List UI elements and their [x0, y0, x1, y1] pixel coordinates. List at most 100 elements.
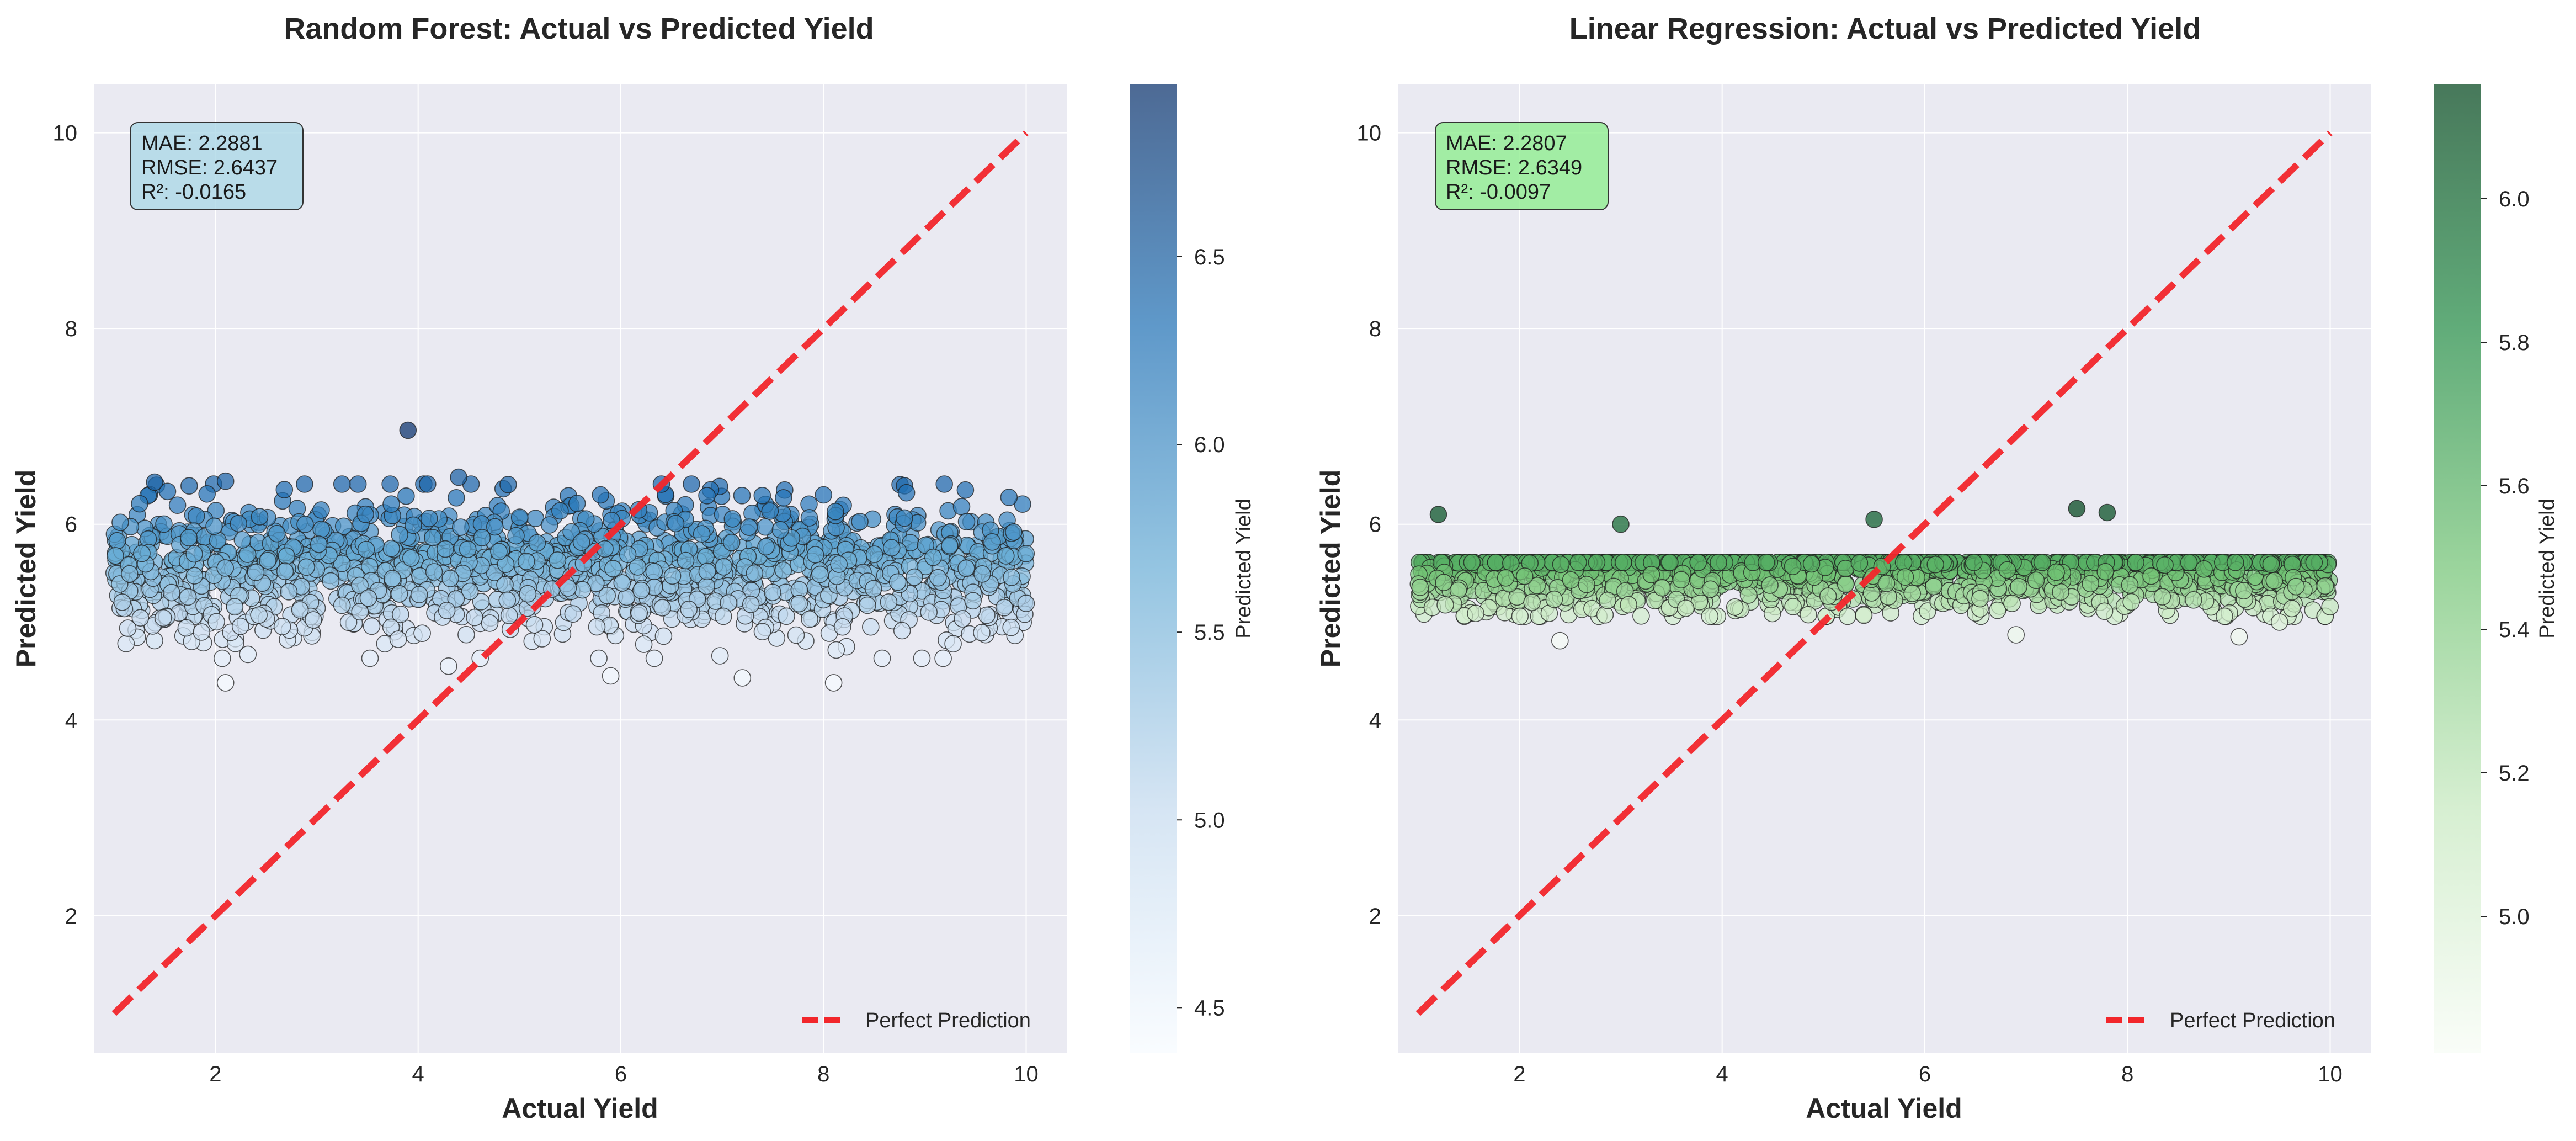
x-tick-label: 2 [1513, 1062, 1525, 1086]
scatter-point [357, 540, 375, 559]
colorbar-tick-label: 5.8 [2499, 331, 2530, 355]
scatter-point [1523, 593, 1541, 611]
scatter-point [486, 518, 504, 536]
scatter-point [390, 585, 408, 603]
metrics-box: MAE: 2.2881 RMSE: 2.6437 R²: -0.0165 [130, 122, 304, 210]
scatter-point [1839, 607, 1856, 625]
metric-mae: MAE: 2.2807 [1446, 132, 1567, 155]
scatter-point [2316, 577, 2334, 595]
y-tick-label: 10 [53, 121, 78, 146]
scatter-point [757, 518, 774, 536]
panel-random-forest: Random Forest: Actual vs Predicted Yield… [10, 12, 1255, 1124]
scatter-point [698, 562, 716, 581]
scatter-point [389, 630, 407, 648]
scatter-point [2265, 572, 2284, 590]
scatter-point [2142, 567, 2160, 585]
scatter-point [296, 516, 314, 533]
scatter-point [1739, 586, 1758, 604]
scatter-point [677, 551, 695, 570]
scatter-point [250, 606, 268, 624]
scatter-point [964, 592, 982, 610]
y-tick-label: 4 [65, 708, 77, 733]
scatter-point [180, 477, 198, 495]
scatter-point [1588, 554, 1606, 571]
y-tick-label: 8 [1369, 317, 1381, 341]
y-tick-label: 10 [1357, 121, 1382, 146]
scatter-point [697, 548, 715, 566]
scatter-point [2230, 628, 2248, 646]
y-tick-label: 6 [1369, 513, 1381, 537]
scatter-point [1653, 579, 1671, 597]
scatter-point [613, 574, 631, 592]
x-axis-label: Actual Yield [1806, 1093, 1962, 1124]
scatter-point [382, 495, 400, 513]
scatter-point [185, 545, 203, 563]
scatter-point [733, 486, 751, 505]
scatter-point [941, 537, 959, 555]
scatter-point [896, 509, 913, 527]
x-tick-label: 10 [1014, 1062, 1039, 1086]
scatter-point [635, 635, 653, 653]
scatter-point [830, 555, 848, 573]
panel-linear-regression: Linear Regression: Actual vs Predicted Y… [1315, 12, 2559, 1124]
scatter-point [540, 516, 558, 534]
scatter-point [418, 475, 437, 493]
scatter-point [2153, 588, 2171, 606]
x-tick-label: 6 [615, 1062, 627, 1086]
scatter-point [155, 515, 173, 533]
scatter-point [438, 602, 456, 619]
scatter-point [424, 529, 441, 546]
scatter-point [742, 596, 760, 613]
scatter-point [1511, 607, 1529, 625]
scatter-point [351, 576, 369, 595]
scatter-point [517, 553, 535, 570]
scatter-point [761, 502, 779, 520]
scatter-point [568, 495, 586, 512]
scatter-point [333, 475, 351, 493]
scatter-point [952, 498, 971, 516]
scatter-point [231, 617, 249, 635]
scatter-points [105, 421, 1035, 692]
scatter-point [1017, 545, 1035, 562]
scatter-point [1819, 587, 1837, 605]
x-tick-label: 4 [412, 1062, 424, 1086]
y-tick-label: 6 [65, 513, 77, 537]
axis-ticks: 2 4 6 8 10 2 4 6 8 10 [1357, 121, 2343, 1086]
scatter-point [280, 583, 298, 601]
scatter-point [278, 547, 296, 565]
scatter-point [312, 521, 331, 538]
scatter-point [973, 624, 991, 641]
scatter-point [995, 599, 1013, 617]
scatter-point [1971, 590, 1989, 608]
scatter-point [1003, 569, 1020, 586]
scatter-point [873, 649, 891, 667]
scatter-point [827, 502, 844, 521]
scatter-point [296, 475, 313, 493]
scatter-point [935, 475, 953, 493]
scatter-point [954, 610, 971, 628]
scatter-point [944, 635, 962, 652]
colorbar-tick-label: 5.4 [2499, 618, 2530, 642]
scatter-point [997, 547, 1015, 565]
legend: Perfect Prediction [802, 1009, 1031, 1032]
y-tick-label: 8 [65, 317, 77, 341]
scatter-point [619, 545, 637, 564]
scatter-point [107, 547, 124, 565]
scatter-point [753, 623, 771, 640]
scatter-point [2287, 577, 2305, 596]
scatter-point [806, 546, 824, 564]
scatter-point [1865, 511, 1883, 528]
metrics-box-frame [130, 122, 304, 210]
scatter-point [604, 560, 622, 577]
scatter-point [425, 563, 443, 581]
scatter-point [461, 582, 479, 601]
scatter-point [133, 544, 151, 562]
axis-ticks: 2 4 6 8 10 2 4 6 8 10 [53, 121, 1039, 1086]
scatter-point [472, 593, 490, 611]
scatter-point [787, 626, 805, 644]
scatter-point [2121, 576, 2139, 594]
scatter-point [1436, 596, 1454, 614]
scatter-point [391, 606, 409, 623]
scatter-point [851, 513, 869, 530]
x-tick-label: 8 [2121, 1062, 2133, 1086]
